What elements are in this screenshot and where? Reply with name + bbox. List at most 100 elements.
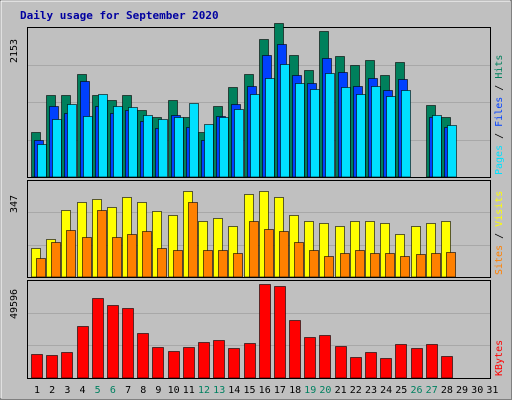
legend-hits: Pages / Files / Hits	[494, 55, 505, 175]
bar-visits-sites-day-11	[188, 202, 198, 278]
x-tick-day-19: 19	[304, 385, 316, 396]
bar-hits-pages-day-27	[432, 115, 442, 178]
x-tick-day-28: 28	[441, 385, 453, 396]
x-tick-day-1: 1	[34, 385, 40, 396]
bar-visits-sites-day-23	[370, 253, 380, 278]
bar-kbytes-kbytes-day-2	[46, 355, 58, 379]
bar-hits-pages-day-25	[401, 90, 411, 178]
bar-visits-sites-day-16	[264, 229, 274, 278]
bar-visits-visits-day-22	[350, 221, 360, 278]
legend-entry-hits-3: /	[494, 79, 505, 97]
bar-kbytes-kbytes-day-25	[395, 344, 407, 379]
legend-kbytes: KBytes	[494, 340, 505, 376]
bar-kbytes-kbytes-day-10	[168, 351, 180, 379]
x-tick-day-17: 17	[274, 385, 286, 396]
legend-entry-visits-2: Visits	[494, 191, 505, 227]
bar-visits-sites-day-15	[249, 221, 259, 278]
x-tick-day-27: 27	[426, 385, 438, 396]
panel-border-visits	[27, 180, 491, 278]
bar-hits-pages-day-10	[174, 117, 184, 178]
x-tick-day-26: 26	[410, 385, 422, 396]
bar-kbytes-kbytes-day-5	[92, 298, 104, 379]
bar-visits-sites-day-17	[279, 231, 289, 278]
x-tick-day-4: 4	[79, 385, 85, 396]
bar-kbytes-kbytes-day-27	[426, 344, 438, 379]
bar-hits-pages-day-2	[52, 119, 62, 178]
bar-visits-sites-day-22	[355, 250, 365, 278]
bar-visits-visits-day-14	[228, 226, 238, 278]
bar-hits-pages-day-14	[234, 109, 244, 178]
x-tick-day-14: 14	[228, 385, 240, 396]
bar-visits-visits-day-24	[380, 223, 390, 278]
bar-kbytes-kbytes-day-18	[289, 320, 301, 379]
legend-visits: Sites / Visits	[494, 191, 505, 275]
bar-visits-visits-day-13	[213, 218, 223, 278]
bar-hits-pages-day-22	[356, 94, 366, 178]
x-tick-day-29: 29	[456, 385, 468, 396]
bar-visits-sites-day-26	[416, 254, 426, 278]
bar-kbytes-kbytes-day-7	[122, 308, 134, 379]
x-tick-day-21: 21	[335, 385, 347, 396]
bar-visits-sites-day-27	[431, 253, 441, 278]
bar-visits-visits-day-20	[319, 223, 329, 278]
bar-visits-visits-day-10	[168, 215, 178, 278]
x-tick-day-18: 18	[289, 385, 301, 396]
bar-kbytes-kbytes-day-24	[380, 358, 392, 379]
legend-entry-hits-0: Pages	[494, 145, 505, 175]
bar-visits-visits-day-26	[411, 226, 421, 278]
legend-entry-hits-1: /	[494, 127, 505, 145]
bar-hits-pages-day-8	[143, 115, 153, 178]
bar-kbytes-kbytes-day-20	[319, 335, 331, 379]
bar-kbytes-kbytes-day-4	[77, 326, 89, 379]
panel-border-kbytes	[27, 280, 491, 379]
x-tick-day-23: 23	[365, 385, 377, 396]
bar-hits-pages-day-16	[265, 78, 275, 178]
bar-visits-sites-day-6	[112, 237, 122, 278]
ymax-label-visits: 347	[9, 195, 20, 213]
x-tick-day-7: 7	[125, 385, 131, 396]
bar-kbytes-kbytes-day-14	[228, 348, 240, 379]
bar-hits-pages-day-28	[447, 125, 457, 178]
panel-border-hits	[27, 27, 491, 178]
bar-kbytes-kbytes-day-3	[61, 352, 73, 379]
bar-visits-visits-day-19	[304, 221, 314, 278]
ymax-label-kbytes: 49596	[9, 289, 20, 319]
bar-visits-sites-day-13	[218, 250, 228, 278]
bar-visits-visits-day-23	[365, 221, 375, 278]
x-tick-day-11: 11	[183, 385, 195, 396]
bar-visits-sites-day-9	[157, 248, 167, 278]
bar-kbytes-kbytes-day-23	[365, 352, 377, 379]
x-tick-day-15: 15	[243, 385, 255, 396]
bar-visits-visits-day-28	[441, 221, 451, 278]
bar-kbytes-kbytes-day-19	[304, 337, 316, 379]
bar-visits-visits-day-25	[395, 234, 405, 278]
x-tick-day-8: 8	[140, 385, 146, 396]
bar-kbytes-kbytes-day-6	[107, 305, 119, 379]
chart-title: Daily usage for September 2020	[20, 9, 219, 22]
x-tick-day-30: 30	[471, 385, 483, 396]
x-tick-day-10: 10	[168, 385, 180, 396]
bar-visits-sites-day-21	[340, 253, 350, 278]
bar-visits-sites-day-8	[142, 231, 152, 278]
bar-visits-sites-day-18	[294, 242, 304, 278]
bar-hits-pages-day-21	[341, 87, 351, 178]
bar-visits-sites-day-5	[97, 210, 107, 278]
x-tick-day-20: 20	[319, 385, 331, 396]
bar-hits-pages-day-4	[83, 116, 93, 178]
bar-kbytes-kbytes-day-22	[350, 357, 362, 379]
x-tick-day-13: 13	[213, 385, 225, 396]
bar-kbytes-kbytes-day-28	[441, 356, 453, 379]
bar-visits-sites-day-20	[324, 256, 334, 278]
legend-entry-hits-2: Files	[494, 97, 505, 127]
x-tick-day-22: 22	[350, 385, 362, 396]
bar-kbytes-kbytes-day-21	[335, 346, 347, 379]
bar-visits-sites-day-19	[309, 250, 319, 278]
bar-hits-pages-day-1	[37, 144, 47, 178]
bar-visits-sites-day-25	[400, 256, 410, 278]
bar-hits-pages-day-6	[113, 106, 123, 178]
bar-visits-sites-day-28	[446, 252, 456, 278]
bar-hits-pages-day-11	[189, 103, 199, 178]
bar-visits-visits-day-9	[152, 211, 162, 278]
bar-hits-pages-day-3	[67, 104, 77, 178]
